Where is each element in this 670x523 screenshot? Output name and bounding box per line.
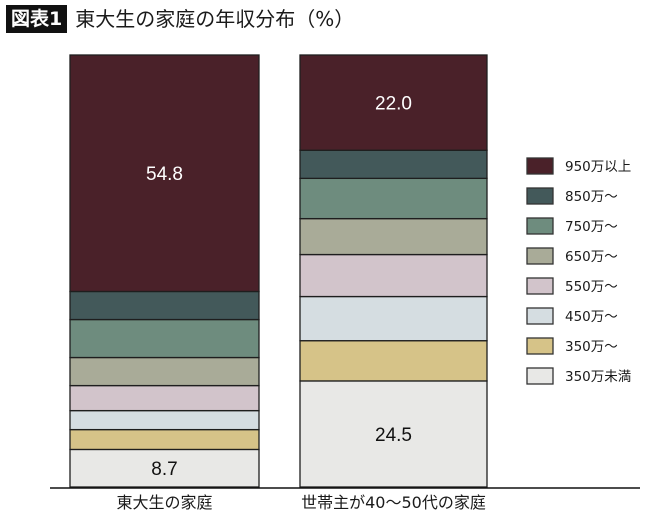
data-label: 22.0 xyxy=(375,94,412,115)
bar-segment xyxy=(299,54,488,151)
legend-label: 350万〜 xyxy=(565,339,618,355)
bar-segment xyxy=(299,380,488,488)
chart-title: 東大生の家庭の年収分布（%） xyxy=(75,7,355,31)
bar-segment xyxy=(69,290,260,321)
category-label: 世帯主が40〜50代の家庭 xyxy=(301,493,486,512)
bar-segment xyxy=(69,384,260,412)
legend-label: 750万〜 xyxy=(565,219,618,235)
bar-segment xyxy=(299,295,488,342)
legend-swatch xyxy=(526,217,554,235)
bar-segment xyxy=(69,356,260,387)
legend-label: 650万〜 xyxy=(565,249,618,265)
legend-swatch xyxy=(526,277,554,295)
bar-segment xyxy=(299,217,488,256)
legend-label: 450万〜 xyxy=(565,309,618,325)
legend-label: 550万〜 xyxy=(565,279,618,295)
legend-swatch xyxy=(526,157,554,175)
bar-segment xyxy=(69,409,260,431)
bar-segment xyxy=(69,318,260,359)
legend-label: 350万未満 xyxy=(565,369,631,385)
legend-swatch xyxy=(526,307,554,325)
figure-label: 図表1 xyxy=(6,5,68,33)
bar-segment xyxy=(299,253,488,298)
legend-swatch xyxy=(526,337,554,355)
data-label: 54.8 xyxy=(146,164,183,185)
data-label: 8.7 xyxy=(151,459,177,480)
category-label: 東大生の家庭 xyxy=(116,493,212,512)
bar-segment xyxy=(69,448,260,488)
bar-segment xyxy=(69,54,260,293)
title-row: 図表1 東大生の家庭の年収分布（%） xyxy=(6,4,354,34)
legend-swatch xyxy=(526,187,554,205)
data-label: 24.5 xyxy=(375,425,412,446)
legend-swatch xyxy=(526,247,554,265)
bar-segment xyxy=(299,149,488,180)
legend-swatch xyxy=(526,367,554,385)
bar-segment xyxy=(69,428,260,451)
bar-segment xyxy=(299,177,488,220)
bar-segment xyxy=(299,340,488,382)
legend-label: 850万〜 xyxy=(565,189,618,205)
legend-label: 950万以上 xyxy=(565,159,631,175)
